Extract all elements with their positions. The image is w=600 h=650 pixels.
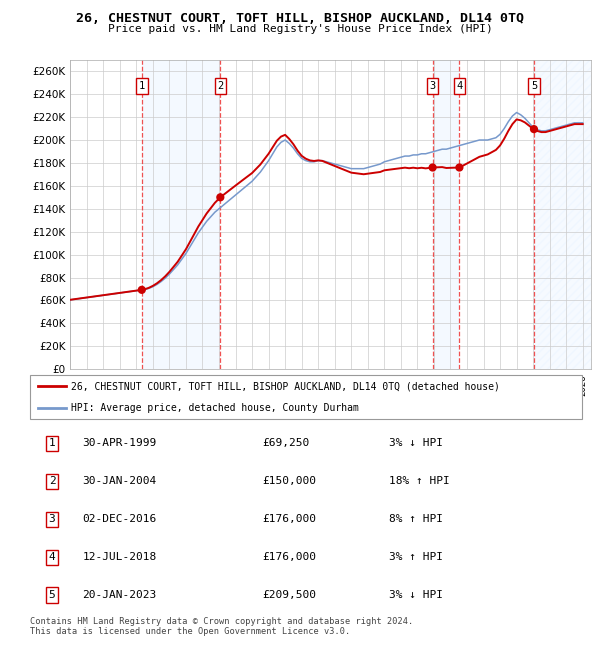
Text: 2: 2 [217, 81, 223, 91]
Text: 30-APR-1999: 30-APR-1999 [82, 439, 157, 448]
Text: £150,000: £150,000 [262, 476, 316, 486]
Text: This data is licensed under the Open Government Licence v3.0.: This data is licensed under the Open Gov… [30, 627, 350, 636]
Bar [433, 60, 460, 369]
Text: 2: 2 [49, 476, 55, 486]
Point [428, 162, 437, 173]
Text: HPI: Average price, detached house, County Durham: HPI: Average price, detached house, Coun… [71, 403, 359, 413]
Text: 26, CHESTNUT COURT, TOFT HILL, BISHOP AUCKLAND, DL14 0TQ (detached house): 26, CHESTNUT COURT, TOFT HILL, BISHOP AU… [71, 381, 500, 391]
Text: 3: 3 [49, 514, 55, 525]
Point [529, 124, 539, 135]
Text: 3% ↓ HPI: 3% ↓ HPI [389, 439, 443, 448]
Text: 1: 1 [139, 81, 145, 91]
Text: £176,000: £176,000 [262, 514, 316, 525]
Text: 12-JUL-2018: 12-JUL-2018 [82, 552, 157, 562]
Point [215, 192, 225, 203]
Text: 26, CHESTNUT COURT, TOFT HILL, BISHOP AUCKLAND, DL14 0TQ: 26, CHESTNUT COURT, TOFT HILL, BISHOP AU… [76, 12, 524, 25]
Bar [142, 60, 220, 369]
Text: £209,500: £209,500 [262, 590, 316, 600]
Text: 4: 4 [49, 552, 55, 562]
Text: 18% ↑ HPI: 18% ↑ HPI [389, 476, 449, 486]
Text: 8% ↑ HPI: 8% ↑ HPI [389, 514, 443, 525]
Text: Price paid vs. HM Land Registry's House Price Index (HPI): Price paid vs. HM Land Registry's House … [107, 24, 493, 34]
Text: 02-DEC-2016: 02-DEC-2016 [82, 514, 157, 525]
Text: 1: 1 [49, 439, 55, 448]
Text: 3% ↓ HPI: 3% ↓ HPI [389, 590, 443, 600]
Text: 3: 3 [430, 81, 436, 91]
Text: Contains HM Land Registry data © Crown copyright and database right 2024.: Contains HM Land Registry data © Crown c… [30, 618, 413, 627]
Text: 3% ↑ HPI: 3% ↑ HPI [389, 552, 443, 562]
Text: 30-JAN-2004: 30-JAN-2004 [82, 476, 157, 486]
Text: £176,000: £176,000 [262, 552, 316, 562]
Text: £69,250: £69,250 [262, 439, 309, 448]
Text: 5: 5 [531, 81, 537, 91]
Bar [534, 60, 591, 369]
Point [455, 162, 464, 173]
Text: 5: 5 [49, 590, 55, 600]
Text: 20-JAN-2023: 20-JAN-2023 [82, 590, 157, 600]
Text: 4: 4 [456, 81, 463, 91]
Point [137, 285, 146, 295]
